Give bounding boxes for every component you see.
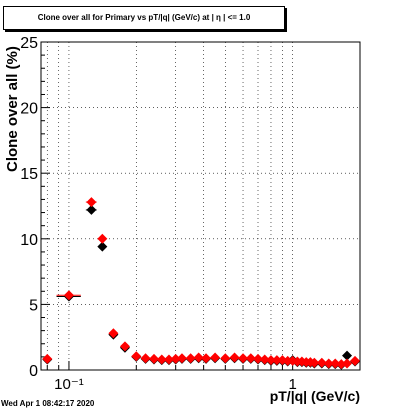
data-point-red xyxy=(185,353,196,364)
timestamp: Wed Apr 1 08:42:17 2020 xyxy=(1,399,95,408)
y-tick-label: 5 xyxy=(29,297,38,314)
data-point-red xyxy=(336,359,347,370)
chart-title: Clone over all for Primary vs pT/|q| (Ge… xyxy=(3,6,285,30)
y-tick-label: 10 xyxy=(20,232,38,249)
x-tick-label: 1 xyxy=(288,376,296,393)
axes: 0 5 10 15 20 25 10⁻¹ 1 xyxy=(20,35,361,393)
data-point-red xyxy=(149,353,160,364)
grid-lines xyxy=(41,41,361,370)
data-point-red xyxy=(309,357,320,368)
data-point-red xyxy=(201,353,212,364)
y-axis-label: Clone over all (%) xyxy=(4,46,21,172)
data-point-red xyxy=(245,353,256,364)
data-point-black xyxy=(86,204,97,215)
x-axis-label: pT/|q| (GeV/c) xyxy=(269,388,360,404)
data-point-red xyxy=(210,352,221,363)
data-point-red xyxy=(86,197,97,208)
data-point-red xyxy=(170,353,181,364)
data-point-red xyxy=(259,354,270,365)
data-point-red xyxy=(140,353,151,364)
y-tick-label: 0 xyxy=(29,363,38,380)
data-point-red xyxy=(220,353,231,364)
data-point-red xyxy=(238,353,249,364)
y-tick-label: 20 xyxy=(20,101,38,118)
data-point-red xyxy=(316,357,327,368)
data-point-red xyxy=(350,355,361,366)
data-markers xyxy=(42,197,361,370)
data-point-red xyxy=(229,352,240,363)
data-point-red xyxy=(193,352,204,363)
data-point-red xyxy=(271,355,282,366)
data-point-black xyxy=(342,350,353,361)
x-tick-label: 10⁻¹ xyxy=(54,376,84,393)
data-point-red xyxy=(176,353,187,364)
data-point-red xyxy=(265,355,276,366)
data-point-red xyxy=(253,353,264,364)
y-tick-label: 25 xyxy=(20,35,38,52)
data-point-red xyxy=(342,358,353,369)
plot-frame xyxy=(40,41,361,371)
data-point-red xyxy=(163,354,174,365)
data-point-red xyxy=(156,354,167,365)
data-point-red xyxy=(131,351,142,362)
data-point-red xyxy=(330,358,341,369)
data-point-red xyxy=(63,290,74,301)
data-point-red xyxy=(119,341,130,352)
data-point-red xyxy=(42,353,53,364)
data-point-red xyxy=(108,328,119,339)
y-tick-label: 15 xyxy=(20,166,38,183)
data-point-red xyxy=(97,233,108,244)
data-point-red xyxy=(323,358,334,369)
data-point-black xyxy=(97,241,108,252)
